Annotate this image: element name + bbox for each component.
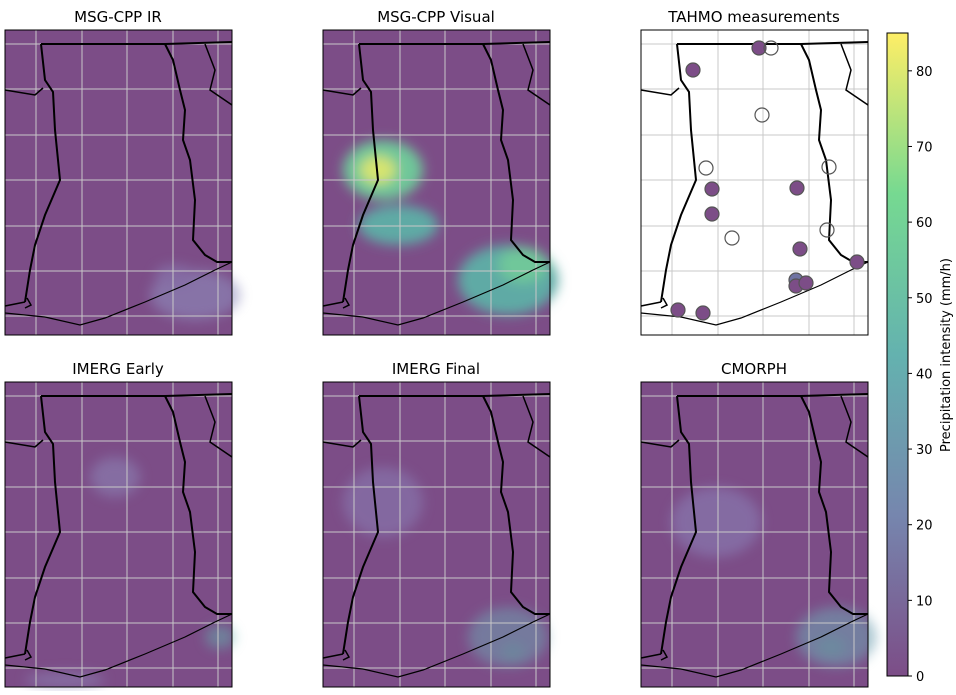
colorbar-label: Precipitation intensity (mm/h): [939, 258, 954, 452]
map-panel: [323, 382, 550, 687]
panel-title: MSG-CPP Visual: [377, 8, 495, 26]
panel-title: MSG-CPP IR: [74, 8, 162, 26]
figure: MSG-CPP IR MSG-CPP Visual TAHMO measurem…: [0, 0, 956, 691]
map-panel: [641, 30, 868, 335]
map-panel: [323, 30, 558, 335]
colorbar: [887, 33, 908, 676]
colorbar-tick-label: 40: [916, 367, 933, 382]
colorbar-tick-label: 70: [916, 140, 933, 155]
colorbar-tick-label: 80: [916, 65, 933, 80]
panel-title: CMORPH: [721, 360, 787, 378]
map-panel: [5, 30, 240, 335]
panel-title: IMERG Final: [392, 360, 480, 378]
panel-title: TAHMO measurements: [667, 8, 840, 26]
map-panel: [5, 382, 235, 688]
colorbar-tick-label: 10: [916, 594, 933, 609]
panel-title: IMERG Early: [72, 360, 164, 378]
colorbar-tick-label: 30: [916, 443, 933, 458]
colorbar-tick-label: 0: [916, 670, 924, 685]
map-panel: [641, 382, 876, 687]
colorbar-tick-label: 60: [916, 216, 933, 231]
colorbar-tick-label: 50: [916, 292, 933, 307]
colorbar-tick-label: 20: [916, 519, 933, 534]
